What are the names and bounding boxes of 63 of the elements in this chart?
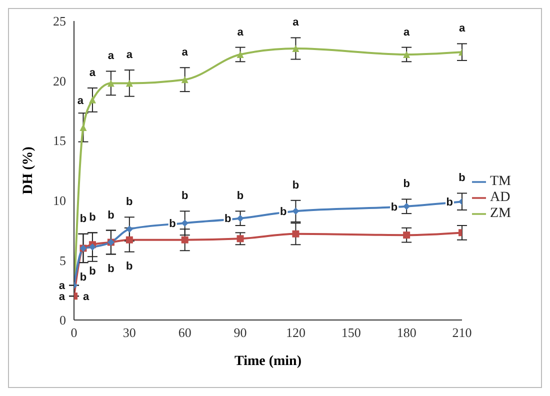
x-tick-label: 120 xyxy=(286,325,306,340)
annotation: b xyxy=(80,271,87,284)
y-tick-label: 5 xyxy=(60,252,66,268)
annotation: b xyxy=(126,196,134,208)
point xyxy=(292,230,300,238)
y-tick-label: 10 xyxy=(53,193,66,208)
point xyxy=(181,236,188,244)
point xyxy=(236,50,244,58)
point xyxy=(292,45,300,52)
x-axis-title: Time (min) xyxy=(234,354,302,369)
annotation: a xyxy=(77,94,84,107)
point xyxy=(181,220,188,227)
point xyxy=(403,232,410,239)
annotation: b xyxy=(403,178,410,190)
point xyxy=(292,208,300,215)
x-tick-label: 0 xyxy=(70,325,78,340)
point xyxy=(126,226,133,233)
annotation: a xyxy=(237,26,244,38)
annotation: a xyxy=(83,290,90,303)
x-tick-label: 210 xyxy=(452,325,472,340)
legend-label: ZM xyxy=(490,206,511,221)
annotation: b xyxy=(89,265,96,278)
point xyxy=(236,214,244,222)
point xyxy=(181,76,188,84)
y-axis-title: DH (%) xyxy=(20,146,36,194)
annotation: b xyxy=(89,212,96,224)
legend-label: TM xyxy=(490,174,511,189)
legend-label: AD xyxy=(490,190,510,205)
point xyxy=(403,50,410,58)
annotation: b xyxy=(108,263,115,276)
annotation: a xyxy=(292,16,300,29)
point xyxy=(126,236,133,244)
y-tick-label: 20 xyxy=(53,73,66,88)
point xyxy=(107,80,114,87)
point xyxy=(403,202,410,210)
point xyxy=(126,80,133,87)
y-tick-label: 0 xyxy=(60,312,66,328)
x-tick-label: 180 xyxy=(396,325,416,340)
annotation: b xyxy=(126,260,134,273)
annotation: a xyxy=(458,22,466,35)
annotation: a xyxy=(182,46,189,59)
annotation: a xyxy=(58,290,66,303)
x-tick-label: 30 xyxy=(122,325,136,340)
point xyxy=(236,235,244,242)
annotation: a xyxy=(58,280,66,292)
annotation: b xyxy=(181,190,188,202)
y-tick-label: 25 xyxy=(53,14,66,29)
annotation: b xyxy=(458,172,466,184)
x-tick-label: 90 xyxy=(234,325,247,340)
point xyxy=(80,124,87,131)
x-tick-label: 150 xyxy=(341,325,361,340)
annotation: b xyxy=(292,179,300,192)
annotation: a xyxy=(126,49,134,62)
annotation: b xyxy=(108,209,115,222)
point xyxy=(88,96,96,104)
annotation: b xyxy=(80,212,87,225)
x-tick-label: 60 xyxy=(178,325,192,340)
point xyxy=(88,244,96,251)
annotation: a xyxy=(108,50,115,62)
y-tick-label: 15 xyxy=(53,133,66,148)
annotation: b xyxy=(236,190,244,202)
annotation: a xyxy=(89,66,96,79)
annotation: a xyxy=(404,26,411,38)
